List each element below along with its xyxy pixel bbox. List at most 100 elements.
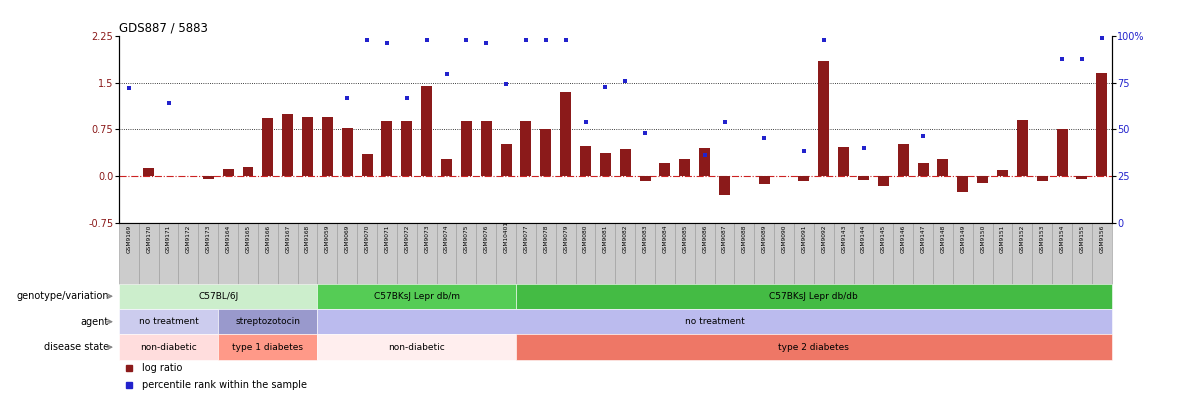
Text: GSM9172: GSM9172 bbox=[185, 225, 191, 253]
Bar bbox=[838, 147, 849, 176]
Bar bbox=[219, 309, 317, 335]
Bar bbox=[1032, 223, 1052, 284]
Bar bbox=[973, 223, 993, 284]
Bar bbox=[858, 176, 869, 180]
Bar bbox=[715, 223, 735, 284]
Point bbox=[913, 133, 932, 139]
Point bbox=[477, 39, 496, 46]
Bar bbox=[1076, 176, 1088, 179]
Bar bbox=[361, 154, 372, 176]
Point bbox=[438, 71, 457, 78]
Point bbox=[358, 37, 377, 43]
Text: GSM9073: GSM9073 bbox=[424, 225, 429, 253]
Point bbox=[536, 37, 555, 43]
Point bbox=[575, 119, 594, 125]
Bar bbox=[317, 223, 338, 284]
Text: non-diabetic: non-diabetic bbox=[389, 343, 445, 352]
Bar bbox=[957, 176, 968, 192]
Text: GSM9081: GSM9081 bbox=[603, 225, 608, 253]
Text: genotype/variation: genotype/variation bbox=[17, 291, 109, 301]
Bar bbox=[877, 176, 889, 186]
Text: GSM9167: GSM9167 bbox=[285, 225, 290, 253]
Text: GSM9070: GSM9070 bbox=[365, 225, 370, 253]
Bar bbox=[993, 223, 1013, 284]
Bar bbox=[222, 169, 233, 176]
Text: type 1 diabetes: type 1 diabetes bbox=[232, 343, 303, 352]
Text: GSM9165: GSM9165 bbox=[245, 225, 251, 253]
Bar bbox=[480, 121, 492, 176]
Point bbox=[1072, 55, 1092, 62]
Text: GSM9088: GSM9088 bbox=[742, 225, 747, 253]
Bar bbox=[754, 223, 774, 284]
Bar bbox=[937, 159, 949, 176]
Bar bbox=[555, 223, 575, 284]
Text: GSM9153: GSM9153 bbox=[1039, 225, 1045, 253]
Bar bbox=[243, 167, 253, 176]
Point bbox=[497, 81, 516, 87]
Text: type 2 diabetes: type 2 diabetes bbox=[779, 343, 849, 352]
Bar bbox=[918, 163, 929, 176]
Text: GSM9091: GSM9091 bbox=[801, 225, 806, 253]
Bar bbox=[119, 284, 317, 309]
Bar bbox=[402, 121, 413, 176]
Text: GSM9173: GSM9173 bbox=[206, 225, 210, 253]
Point bbox=[457, 37, 476, 43]
Text: GDS887 / 5883: GDS887 / 5883 bbox=[119, 21, 208, 34]
Text: C57BKsJ Lepr db/m: C57BKsJ Lepr db/m bbox=[373, 292, 460, 301]
Text: GSM9166: GSM9166 bbox=[265, 225, 270, 253]
Bar bbox=[536, 223, 555, 284]
Text: GSM9080: GSM9080 bbox=[583, 225, 589, 253]
Bar bbox=[302, 117, 313, 176]
Bar bbox=[1017, 120, 1027, 176]
Text: no treatment: no treatment bbox=[685, 317, 744, 326]
Bar bbox=[317, 284, 516, 309]
Bar bbox=[139, 223, 158, 284]
Point bbox=[377, 39, 396, 46]
Bar bbox=[496, 223, 516, 284]
Text: GSM9156: GSM9156 bbox=[1100, 225, 1105, 253]
Bar bbox=[580, 146, 591, 176]
Text: GSM9071: GSM9071 bbox=[384, 225, 390, 253]
Bar bbox=[1057, 129, 1068, 176]
Bar bbox=[397, 223, 416, 284]
Bar bbox=[219, 223, 238, 284]
Text: GSM9144: GSM9144 bbox=[861, 225, 866, 253]
Bar bbox=[854, 223, 874, 284]
Text: GSM9151: GSM9151 bbox=[1000, 225, 1005, 253]
Bar bbox=[660, 163, 671, 176]
Bar bbox=[203, 176, 214, 179]
Bar bbox=[338, 223, 357, 284]
Point bbox=[556, 37, 575, 43]
Text: GSM9074: GSM9074 bbox=[443, 225, 449, 253]
Bar bbox=[441, 159, 452, 176]
Bar bbox=[1096, 73, 1107, 176]
Bar bbox=[619, 149, 630, 176]
Text: GSM9076: GSM9076 bbox=[484, 225, 489, 253]
Bar bbox=[119, 335, 219, 360]
Bar bbox=[143, 168, 155, 176]
Bar bbox=[158, 223, 178, 284]
Bar bbox=[457, 223, 477, 284]
Text: GSM9171: GSM9171 bbox=[166, 225, 171, 253]
Bar bbox=[635, 223, 655, 284]
Text: GSM9087: GSM9087 bbox=[722, 225, 726, 253]
Point bbox=[159, 99, 178, 106]
Bar bbox=[1013, 223, 1032, 284]
Bar bbox=[341, 128, 353, 176]
Text: GSM9169: GSM9169 bbox=[126, 225, 131, 253]
Point bbox=[397, 95, 416, 101]
Text: percentile rank within the sample: percentile rank within the sample bbox=[141, 380, 307, 390]
Text: GSM9148: GSM9148 bbox=[940, 225, 945, 253]
Bar bbox=[833, 223, 854, 284]
Bar bbox=[818, 61, 829, 176]
Point bbox=[696, 152, 715, 158]
Text: GSM9164: GSM9164 bbox=[226, 225, 231, 253]
Bar bbox=[998, 170, 1008, 176]
Bar bbox=[297, 223, 317, 284]
Text: disease state: disease state bbox=[44, 342, 109, 352]
Text: GSM9084: GSM9084 bbox=[662, 225, 667, 253]
Text: GSM9090: GSM9090 bbox=[781, 225, 787, 253]
Bar bbox=[977, 176, 988, 183]
Text: GSM9170: GSM9170 bbox=[146, 225, 151, 253]
Text: GSM10401: GSM10401 bbox=[504, 221, 509, 253]
